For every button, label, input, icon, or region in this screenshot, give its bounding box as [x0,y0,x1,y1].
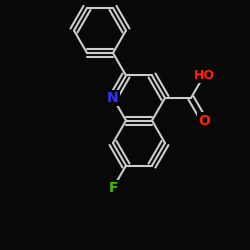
Text: HO: HO [194,69,214,82]
Text: N: N [107,91,119,105]
Text: O: O [198,114,210,128]
Text: F: F [108,181,118,195]
